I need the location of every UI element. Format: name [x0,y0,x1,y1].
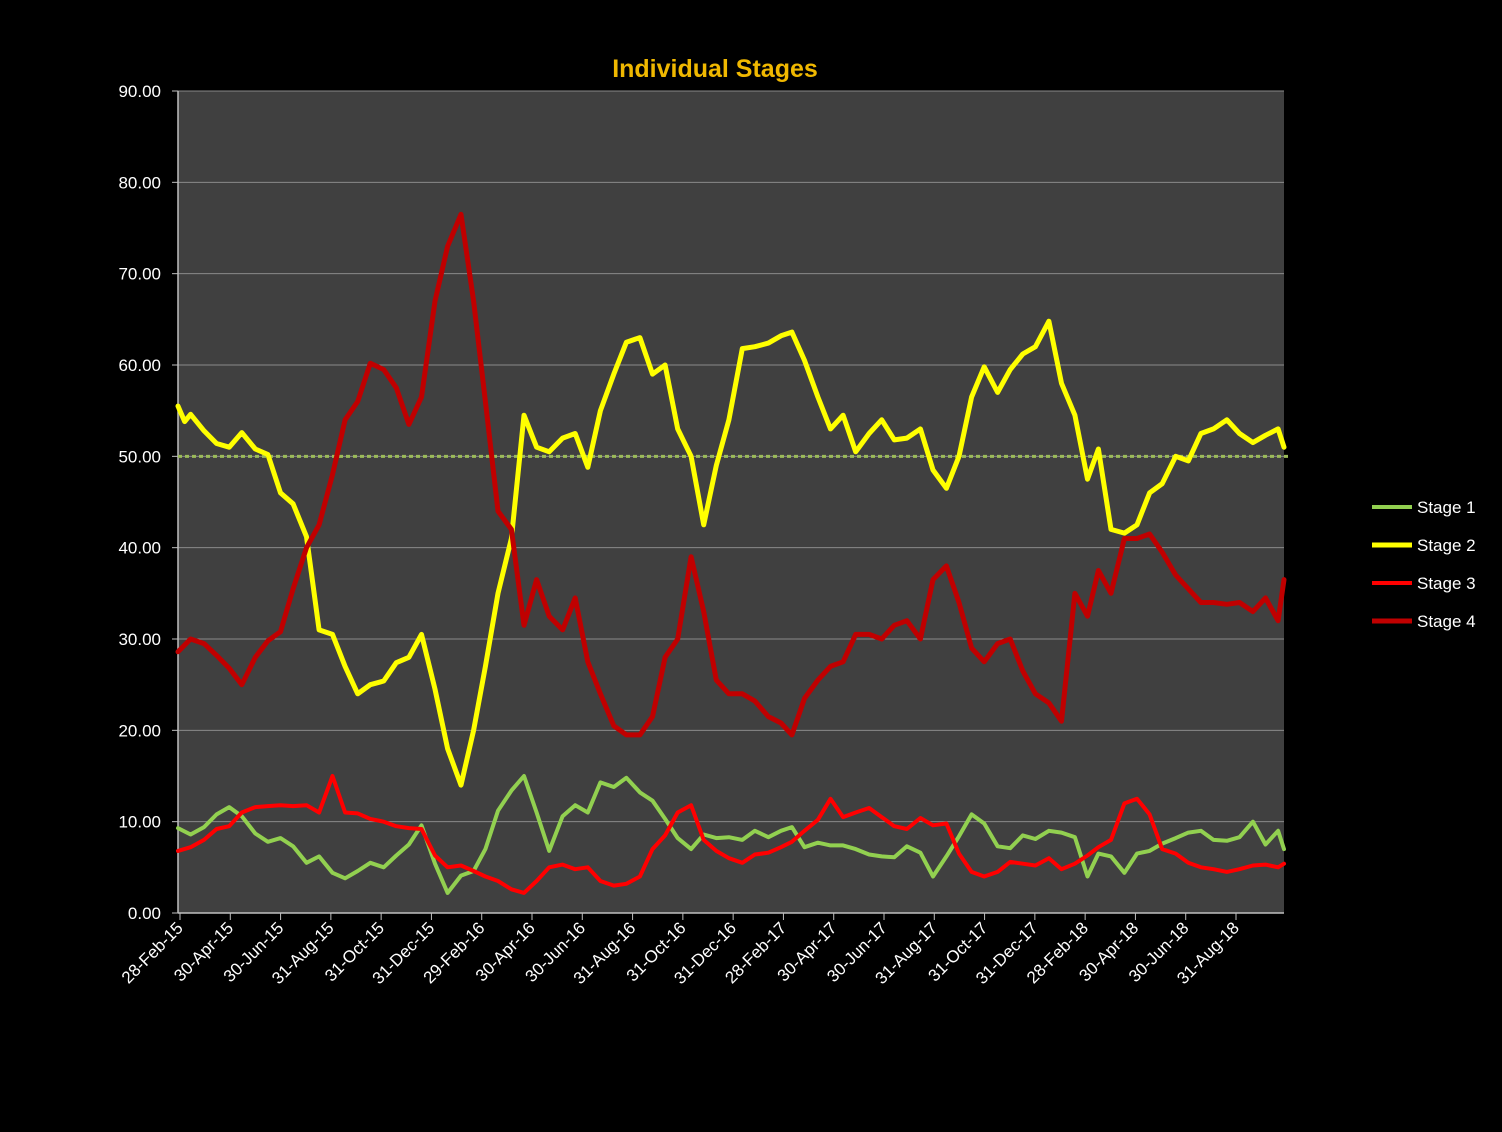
series-line-stage-4 [175,211,1287,738]
series-line-stage-1 [176,774,1286,895]
y-tick-label: 90.00 [118,82,161,101]
legend-label: Stage 2 [1417,536,1476,555]
legend-label: Stage 1 [1417,498,1476,517]
y-tick-label: 0.00 [128,904,161,923]
y-tick-label: 50.00 [118,447,161,466]
y-tick-label: 10.00 [118,813,161,832]
y-tick-label: 70.00 [118,265,161,284]
plot-area [178,91,1284,913]
y-tick-label: 80.00 [118,173,161,192]
y-tick-label: 40.00 [118,539,161,558]
y-axis: 0.00 10.00 20.00 30.00 40.00 50.00 60.00 70.00 8… [118,82,179,923]
series-line-stage-2 [175,318,1287,788]
legend-label: Stage 3 [1417,574,1476,593]
legend-label: Stage 4 [1417,612,1476,631]
y-tick-label: 20.00 [118,721,161,740]
series-line-stage-3 [176,774,1286,895]
y-tick-label: 60.00 [118,356,161,375]
gridlines [178,90,1284,823]
series-lines [175,211,1287,895]
y-tick-label: 30.00 [118,630,161,649]
legend: Stage 1 Stage 2 Stage 3 Stage 4 [1372,498,1476,631]
chart-title: Individual Stages [612,55,818,83]
